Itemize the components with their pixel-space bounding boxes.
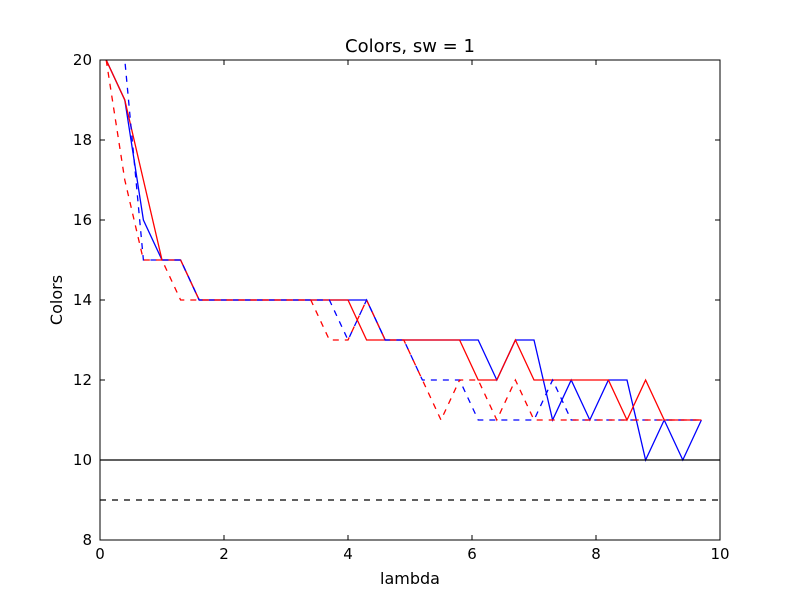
x-tick-label: 0	[95, 545, 105, 563]
x-axis-title: lambda	[380, 569, 440, 588]
x-tick-label: 4	[343, 545, 353, 563]
y-axis-title: Colors	[47, 275, 66, 325]
y-tick-label: 20	[73, 51, 92, 69]
chart-title: Colors, sw = 1	[345, 36, 475, 57]
tick-layer: 0 2 4 6 8 10 8 10 12 14 16 18 20	[73, 51, 730, 563]
x-tick-label: 6	[467, 545, 477, 563]
x-tick-label: 2	[219, 545, 229, 563]
y-tick-label: 10	[73, 451, 92, 469]
y-tick-label: 16	[73, 211, 92, 229]
x-tick-label: 8	[591, 545, 601, 563]
series-line-4	[105, 60, 702, 422]
series-layer	[100, 60, 720, 501]
y-tick-label: 14	[73, 291, 92, 309]
x-tick-label: 10	[710, 545, 729, 563]
y-tick-label: 18	[73, 131, 92, 149]
y-tick-label: 12	[73, 371, 92, 389]
y-tick-label: 8	[82, 531, 92, 549]
